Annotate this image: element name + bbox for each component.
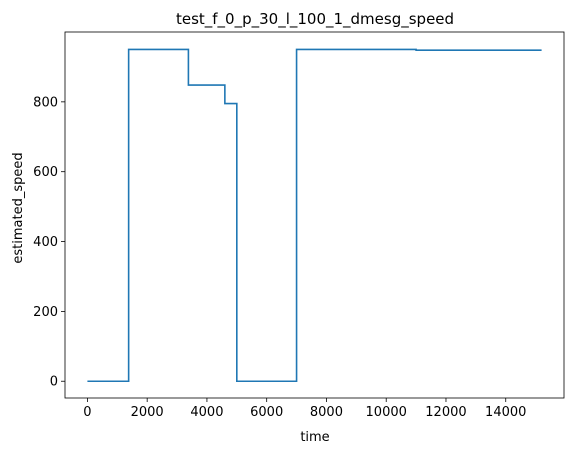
x-tick-label: 6000: [250, 405, 283, 420]
y-axis-ticks: 0 200 400 600 800: [33, 95, 65, 390]
x-tick-label: 14000: [485, 405, 526, 420]
x-tick-label: 12000: [425, 405, 466, 420]
x-axis-label: time: [300, 430, 329, 445]
x-tick-label: 10000: [366, 405, 407, 420]
series-line: [87, 48, 542, 383]
y-tick-label: 600: [33, 165, 58, 180]
x-axis-ticks: 0 2000 4000 6000 8000 10000 12000 14000: [83, 398, 526, 420]
y-tick-label: 800: [33, 95, 58, 110]
x-tick-label: 2000: [131, 405, 164, 420]
x-tick-label: 4000: [190, 405, 223, 420]
y-tick-label: 400: [33, 235, 58, 250]
chart-title: test_f_0_p_30_l_100_1_dmesg_speed: [176, 10, 454, 29]
x-tick-label: 8000: [310, 405, 343, 420]
x-tick-label: 0: [83, 405, 91, 420]
y-tick-label: 200: [33, 305, 58, 320]
plot-frame: [64, 31, 565, 399]
y-tick-label: 0: [50, 375, 58, 390]
plot-area: [87, 48, 542, 383]
y-axis-label: estimated_speed: [11, 152, 26, 263]
